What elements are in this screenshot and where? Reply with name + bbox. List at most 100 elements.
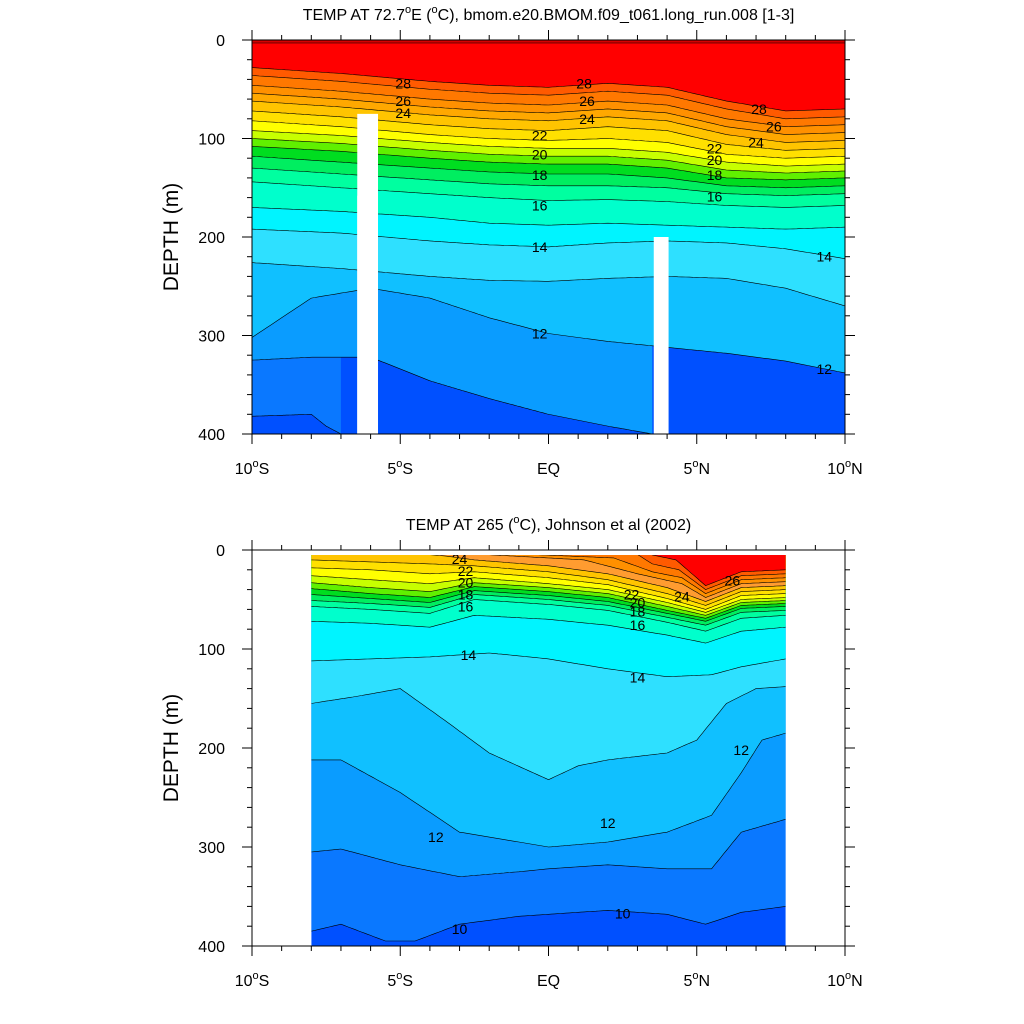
y-tick-label: 400 bbox=[198, 427, 225, 444]
contour-line-24 bbox=[429, 554, 786, 602]
contour-label: 20 bbox=[532, 146, 548, 162]
contour-line-25 bbox=[487, 554, 786, 598]
y-axis-label: DEPTH (m) bbox=[160, 183, 183, 292]
contour-label: 24 bbox=[395, 105, 411, 121]
contour-label: 26 bbox=[725, 573, 741, 589]
contour-label: 20 bbox=[630, 594, 646, 610]
y-tick-label: 100 bbox=[198, 642, 225, 659]
x-tick-label: 5oN bbox=[683, 458, 710, 478]
contour-label: 10 bbox=[452, 921, 468, 937]
x-tick-label: 5oN bbox=[683, 970, 710, 990]
contour-line-13 bbox=[311, 686, 786, 781]
contour-label: 22 bbox=[624, 587, 640, 603]
fill-level-28 bbox=[652, 554, 786, 586]
contour-line-21 bbox=[252, 130, 845, 167]
contour-label: 12 bbox=[600, 815, 616, 831]
contour-label: 24 bbox=[674, 589, 690, 605]
y-tick-label: 200 bbox=[198, 741, 225, 758]
contour-label: 10 bbox=[615, 905, 631, 921]
contour-label: 24 bbox=[748, 134, 764, 150]
chart-title: TEMP AT 72.7oE (oC), bmom.e20.BMOM.f09_t… bbox=[303, 4, 795, 24]
contour-line-18 bbox=[311, 590, 786, 622]
contour-label: 14 bbox=[461, 647, 477, 663]
contour-line-19 bbox=[252, 146, 845, 181]
x-tick-label: EQ bbox=[537, 973, 560, 990]
contour-label: 28 bbox=[751, 101, 767, 117]
y-tick-label: 200 bbox=[198, 230, 225, 247]
chart-title: TEMP AT 265 (oC), Johnson et al (2002) bbox=[406, 514, 691, 534]
y-tick-label: 300 bbox=[198, 840, 225, 857]
contour-label: 12 bbox=[428, 829, 444, 845]
contour-line-19 bbox=[311, 586, 786, 619]
contour-line-25 bbox=[252, 92, 845, 135]
contour-line-28 bbox=[651, 554, 786, 586]
contour-line-22 bbox=[311, 567, 786, 610]
contour-label: 20 bbox=[458, 575, 474, 591]
contour-label: 16 bbox=[630, 617, 646, 633]
contour-label: 12 bbox=[532, 326, 548, 342]
x-tick-label: 10oS bbox=[235, 970, 270, 990]
contour-label: 24 bbox=[452, 551, 468, 567]
contour-line-12 bbox=[252, 287, 845, 374]
contour-line-15 bbox=[311, 614, 786, 644]
contour-line-27 bbox=[637, 554, 786, 590]
x-tick-label: 5oS bbox=[387, 458, 413, 478]
contour-label: 22 bbox=[707, 140, 723, 156]
contour-label: 16 bbox=[707, 189, 723, 205]
contour-line-14 bbox=[311, 652, 786, 678]
contour-label: 14 bbox=[816, 249, 832, 265]
contour-line-20 bbox=[252, 138, 845, 174]
contour-line-10 bbox=[252, 414, 342, 434]
x-tick-label: 10oN bbox=[827, 458, 862, 478]
x-tick-label: EQ bbox=[537, 461, 560, 478]
x-tick-label: 10oN bbox=[827, 970, 862, 990]
contour-line-28 bbox=[252, 67, 845, 112]
y-axis-label: DEPTH (m) bbox=[160, 694, 183, 803]
contour-line-23 bbox=[252, 110, 845, 151]
contour-label: 26 bbox=[579, 93, 595, 109]
contour-line-13 bbox=[252, 262, 845, 307]
contour-line-18 bbox=[252, 155, 845, 189]
contour-label: 18 bbox=[532, 167, 548, 183]
contour-label: 16 bbox=[458, 598, 474, 614]
contour-line-17 bbox=[311, 594, 786, 626]
contour-line-26 bbox=[537, 554, 786, 594]
y-tick-label: 400 bbox=[198, 939, 225, 956]
contour-line-17 bbox=[252, 167, 845, 196]
contour-line-22 bbox=[252, 120, 845, 159]
axis-ticks bbox=[242, 540, 855, 956]
contour-label: 12 bbox=[816, 361, 832, 377]
contour-line-15 bbox=[252, 207, 845, 230]
contour-label: 16 bbox=[532, 197, 548, 213]
y-tick-label: 300 bbox=[198, 329, 225, 346]
y-tick-label: 100 bbox=[198, 132, 225, 149]
contour-line-16 bbox=[311, 599, 786, 632]
contour-line-11 bbox=[311, 819, 786, 878]
contour-label: 14 bbox=[630, 670, 646, 686]
contour-line-23 bbox=[311, 559, 786, 606]
fill-level-28 bbox=[252, 40, 845, 111]
contour-label: 26 bbox=[395, 93, 411, 109]
contour-label: 18 bbox=[630, 603, 646, 619]
panel-observed-temperature-section: 24222018162220181624261414121212101010oS… bbox=[160, 514, 863, 990]
contour-line-20 bbox=[311, 582, 786, 616]
contour-label: 22 bbox=[532, 128, 548, 144]
contour-label: 24 bbox=[579, 111, 595, 127]
contour-line-21 bbox=[311, 575, 786, 613]
missing-data-column bbox=[357, 195, 364, 434]
contour-line-26 bbox=[252, 85, 845, 128]
contour-line-12 bbox=[311, 732, 786, 848]
contour-line-14 bbox=[252, 228, 845, 259]
contour-line-24 bbox=[252, 100, 845, 143]
missing-data-column bbox=[653, 237, 669, 434]
fill-level-29 bbox=[252, 40, 845, 43]
x-tick-label: 10oS bbox=[235, 458, 270, 478]
contour-label: 26 bbox=[766, 119, 782, 135]
contour-label: 28 bbox=[395, 75, 411, 91]
contour-label: 28 bbox=[576, 75, 592, 91]
y-tick-label: 0 bbox=[216, 33, 225, 50]
contour-label: 18 bbox=[458, 587, 474, 603]
